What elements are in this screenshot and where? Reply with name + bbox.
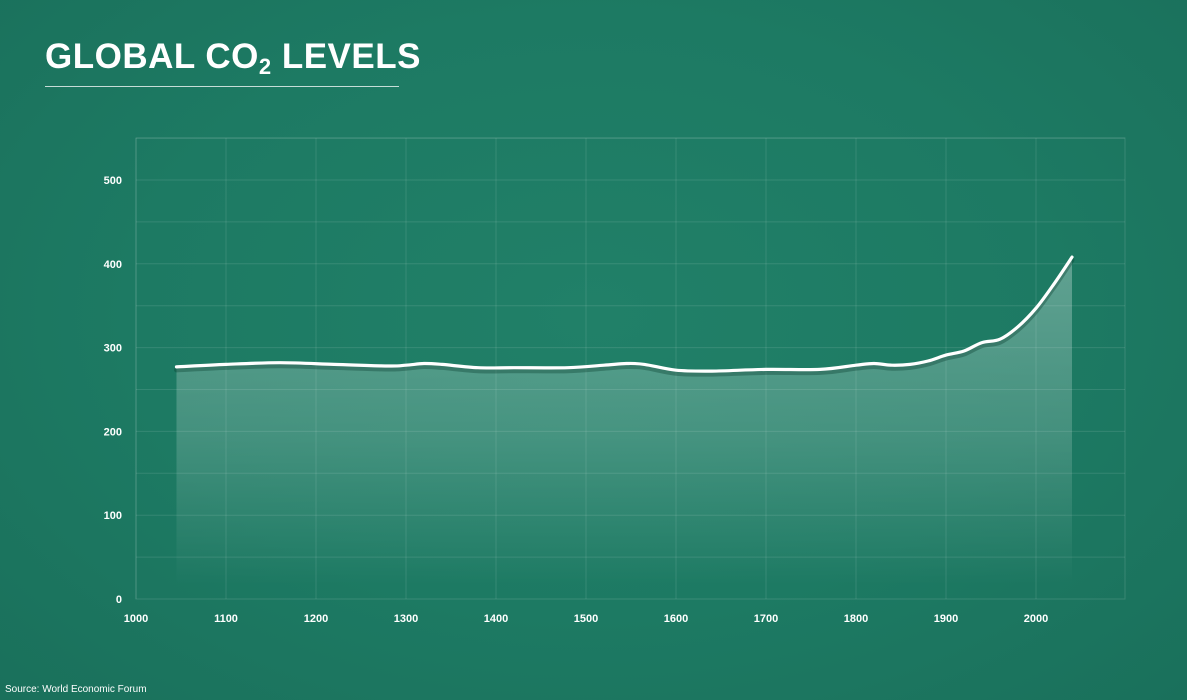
x-tick-label: 1500 (574, 613, 598, 625)
data-point (981, 341, 984, 344)
co2-line (174, 255, 1074, 373)
y-tick-label: 100 (104, 510, 122, 522)
data-point (643, 363, 646, 366)
data-point (513, 366, 516, 369)
data-point (567, 366, 570, 369)
data-point (1071, 256, 1074, 259)
area-fill-group (176, 257, 1072, 585)
data-point (945, 354, 948, 357)
data-point (423, 362, 426, 365)
y-tick-label: 300 (104, 343, 122, 355)
data-point (963, 350, 966, 353)
data-point (711, 370, 714, 373)
data-point (279, 361, 282, 364)
data-point (405, 364, 408, 367)
data-point (765, 368, 768, 371)
data-point (441, 363, 444, 366)
data-point (333, 363, 336, 366)
y-tick-label: 400 (104, 259, 122, 271)
source-note: Source: World Economic Forum (5, 684, 147, 695)
data-point (999, 338, 1002, 341)
data-point (675, 369, 678, 372)
data-point (625, 362, 628, 365)
y-axis-labels: 0 100 200 300 400 500 (104, 175, 122, 606)
data-point (603, 364, 606, 367)
x-tick-label: 1600 (664, 613, 688, 625)
area-fill (176, 257, 1072, 585)
data-point (873, 362, 876, 365)
data-point (855, 364, 858, 367)
data-point (819, 368, 822, 371)
x-tick-label: 1000 (124, 613, 148, 625)
title-main: GLOBAL CO (45, 37, 259, 76)
x-tick-label: 2000 (1024, 613, 1048, 625)
data-point (1035, 307, 1038, 310)
data-point (1053, 282, 1056, 285)
line-group (174, 255, 1075, 377)
data-point (387, 365, 390, 368)
data-point (1017, 325, 1020, 328)
data-point (175, 365, 178, 368)
x-axis-labels: 1000 1100 1200 1300 1400 1500 1600 1700 1800 1900… (124, 613, 1048, 625)
title-subscript: 2 (258, 54, 272, 79)
x-tick-label: 1100 (214, 613, 238, 625)
y-tick-label: 200 (104, 426, 122, 438)
plot-border (135, 137, 1126, 600)
data-point (477, 366, 480, 369)
x-tick-label: 1400 (484, 613, 508, 625)
data-point (927, 360, 930, 363)
x-tick-label: 1800 (844, 613, 868, 625)
data-point (225, 363, 228, 366)
y-tick-label: 500 (104, 175, 122, 187)
line-shadow (174, 257, 1075, 377)
page-title: GLOBAL CO2 LEVELS (45, 36, 421, 78)
x-tick-label: 1200 (304, 613, 328, 625)
x-tick-label: 1300 (394, 613, 418, 625)
title-underline (45, 86, 399, 87)
data-point (891, 364, 894, 367)
data-points-group (175, 256, 1074, 373)
x-tick-label: 1700 (754, 613, 778, 625)
title-suffix: LEVELS (271, 37, 421, 76)
data-point (909, 363, 912, 366)
x-tick-label: 1900 (934, 613, 958, 625)
y-tick-label: 0 (116, 594, 122, 606)
